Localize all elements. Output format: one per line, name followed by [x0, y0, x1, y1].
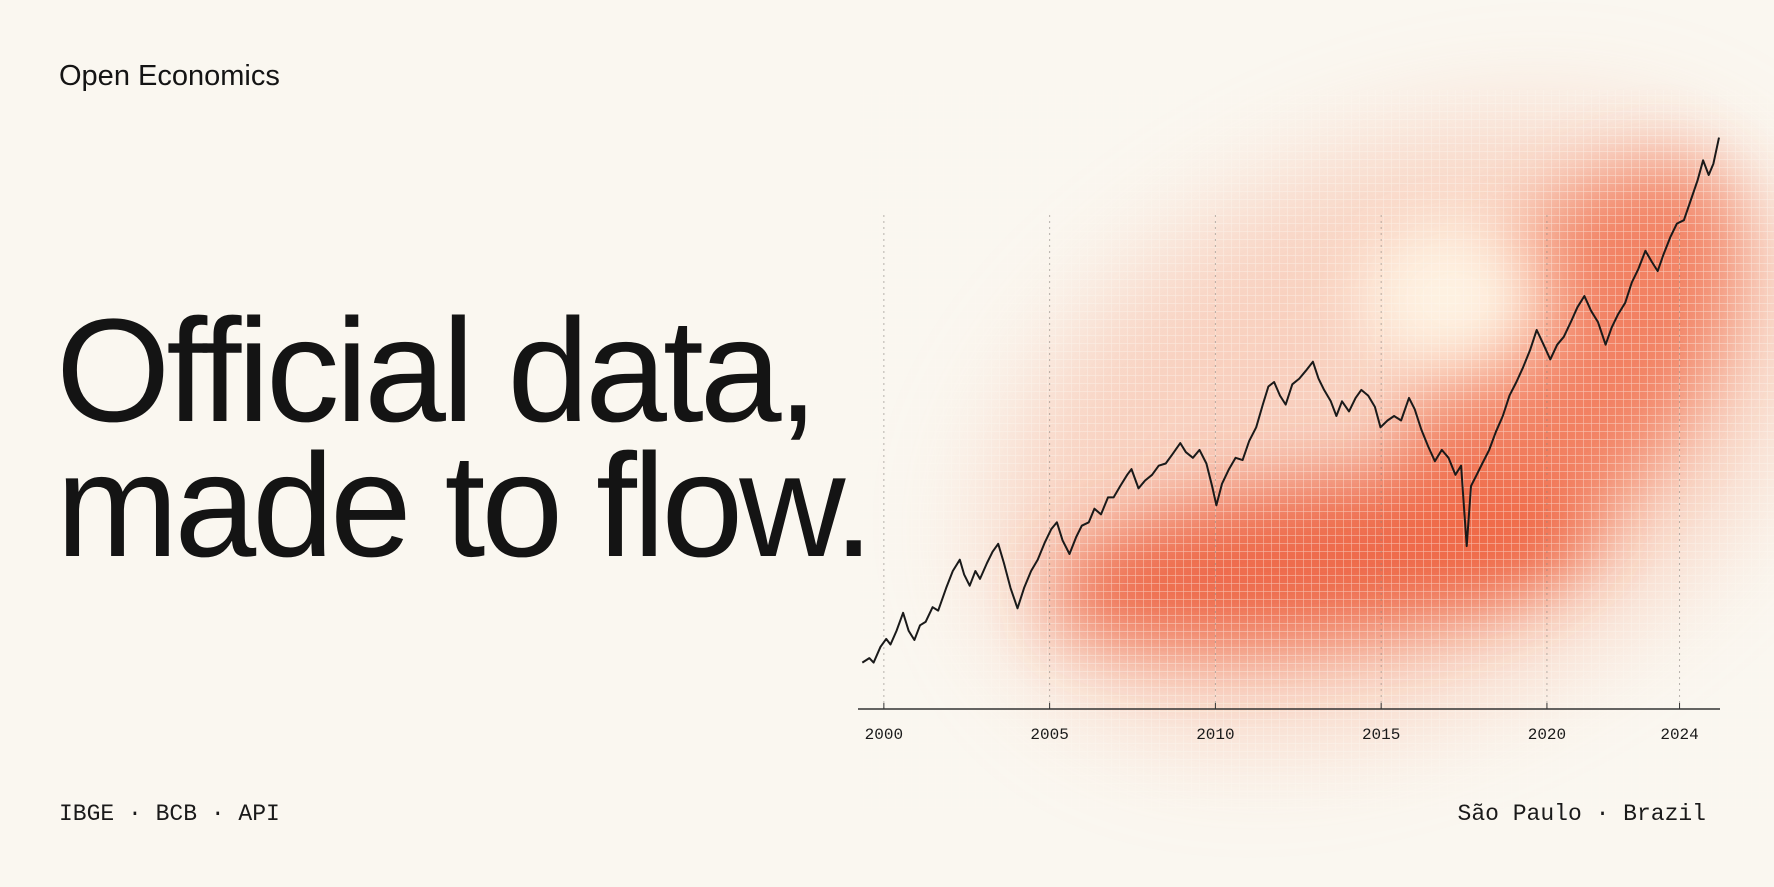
headline-line: made to flow. — [56, 424, 870, 588]
footer-right: São Paulo · Brazil — [1458, 801, 1706, 827]
chart: 2000 2005 2010 2015 2020 2024 — [858, 137, 1720, 744]
x-tick-label: 2015 — [1362, 726, 1400, 744]
x-tick-label: 2005 — [1030, 726, 1068, 744]
footer-left: IBGE · BCB · API — [59, 801, 280, 827]
x-tick-label: 2020 — [1528, 726, 1566, 744]
glow — [860, 90, 1774, 810]
headline-line: Official data, — [56, 289, 814, 453]
x-tick-label: 2000 — [865, 726, 903, 744]
x-tick-label: 2024 — [1660, 726, 1698, 744]
line — [861, 137, 1720, 664]
x-tick-label: 2010 — [1196, 726, 1234, 744]
brand: Open Economics — [59, 60, 280, 92]
